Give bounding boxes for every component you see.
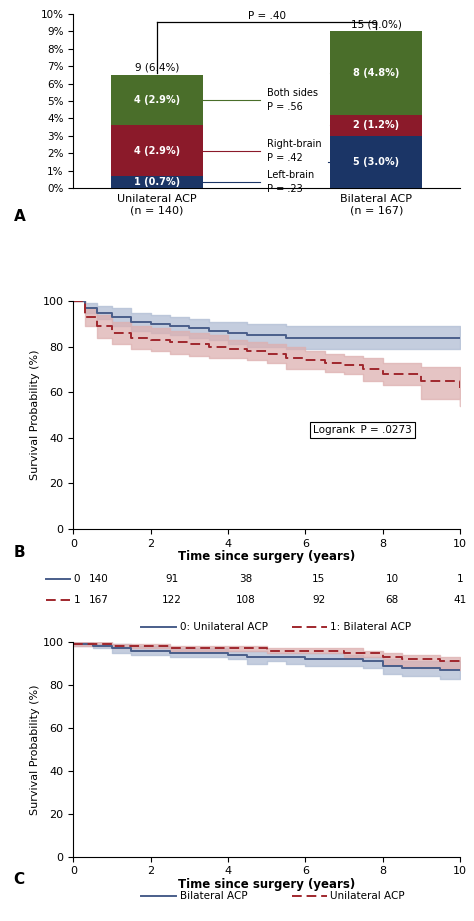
Text: 68: 68 [385,595,399,605]
Bar [111,125,203,176]
Text: 1: Bilateral ACP: 1: Bilateral ACP [330,622,411,632]
Text: 4 (2.9%): 4 (2.9%) [134,95,180,105]
Text: 8 (4.8%): 8 (4.8%) [353,68,400,78]
Text: Left-brain: Left-brain [266,169,314,180]
Text: 92: 92 [312,595,326,605]
Text: 108: 108 [236,595,255,605]
Text: 41: 41 [453,595,466,605]
Y-axis label: Survival Probability (%): Survival Probability (%) [30,350,40,481]
Bar [111,176,203,188]
Text: 1: 1 [73,595,80,605]
Text: 5 (3.0%): 5 (3.0%) [353,157,400,167]
Text: 9 (6.4%): 9 (6.4%) [135,63,179,73]
Text: 10: 10 [386,574,399,584]
Bar [330,31,422,115]
Text: Bilateral ACP: Bilateral ACP [180,892,247,902]
Text: P = .23: P = .23 [266,184,302,194]
Text: 140: 140 [89,574,109,584]
Bar [330,135,422,188]
Y-axis label: Survival Probability (%): Survival Probability (%) [30,684,40,814]
Text: 38: 38 [239,574,252,584]
Text: 122: 122 [162,595,182,605]
Text: 1: 1 [456,574,463,584]
Text: Both sides: Both sides [266,88,318,98]
Text: 91: 91 [165,574,179,584]
Text: C: C [14,871,25,887]
Text: Right-brain: Right-brain [266,138,321,148]
Text: P = .42: P = .42 [266,153,302,163]
Text: 15: 15 [312,574,326,584]
Bar [330,115,422,135]
X-axis label: Time since surgery (years): Time since surgery (years) [178,550,355,563]
Text: 2 (1.2%): 2 (1.2%) [353,121,400,131]
Text: B: B [14,545,25,560]
Text: 4 (2.9%): 4 (2.9%) [134,146,180,156]
X-axis label: Time since surgery (years): Time since surgery (years) [178,878,355,891]
Text: P = .40: P = .40 [247,11,286,21]
Text: 0: Unilateral ACP: 0: Unilateral ACP [180,622,268,632]
Text: P = .56: P = .56 [266,102,302,112]
Text: 15 (9.0%): 15 (9.0%) [351,19,402,29]
Text: Logrank  P = .0273: Logrank P = .0273 [313,426,412,436]
Text: 0: 0 [73,574,80,584]
Text: 167: 167 [89,595,109,605]
Text: A: A [14,209,25,224]
Bar [111,75,203,125]
Text: Unilateral ACP: Unilateral ACP [330,892,405,902]
Text: 1 (0.7%): 1 (0.7%) [134,177,180,187]
